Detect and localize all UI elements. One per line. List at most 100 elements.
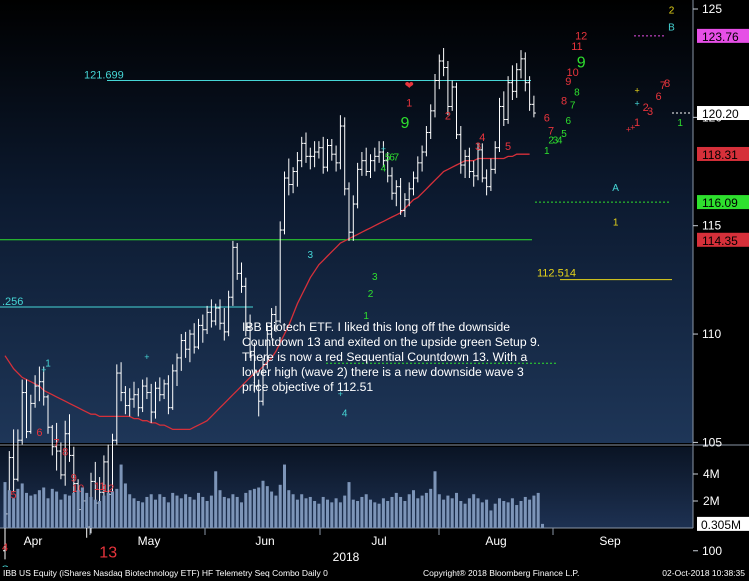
volume-bar: [334, 498, 338, 528]
volume-bar: [450, 498, 454, 528]
sequential-count-label: 2: [445, 111, 451, 123]
volume-bar: [351, 499, 355, 528]
sequential-count-label: 2: [669, 5, 675, 16]
volume-bar: [227, 498, 231, 528]
price-panel-background: [0, 0, 693, 443]
volume-bar: [184, 494, 188, 528]
volume-bar: [128, 494, 132, 528]
volume-bar: [171, 492, 175, 528]
sequential-count-label: 1: [544, 146, 550, 157]
sequential-count-label: ❤: [577, 0, 586, 3]
sequential-count-label: 3: [308, 250, 314, 261]
volume-bar: [416, 498, 420, 528]
volume-bar: [515, 505, 519, 528]
sequential-count-label: 6: [389, 153, 395, 164]
year-label: 2018: [333, 550, 360, 564]
volume-bar: [528, 499, 532, 528]
volume-bar: [459, 501, 463, 528]
sequential-count-label: 5: [561, 129, 567, 140]
month-label: Sep: [599, 534, 621, 548]
month-label: Aug: [485, 534, 506, 548]
volume-bar: [12, 498, 16, 528]
volume-bar: [46, 498, 50, 528]
volume-bar: [338, 502, 342, 528]
volume-bar: [532, 495, 536, 528]
sequential-count-label: 1: [634, 117, 640, 129]
volume-bar: [472, 494, 476, 528]
volume-bar: [158, 494, 162, 528]
volume-bar: [248, 490, 252, 528]
sequential-count-label: +: [630, 122, 635, 132]
volume-bar: [115, 488, 119, 528]
volume-bar: [16, 488, 20, 528]
price-axis-tick-label: 100: [702, 544, 722, 558]
volume-bar: [20, 483, 24, 528]
footer-bar: IBB US Equity (iShares Nasdaq Biotechnol…: [0, 567, 749, 581]
volume-bar: [166, 502, 170, 528]
volume-bar: [455, 492, 458, 528]
volume-bar: [541, 523, 544, 528]
volume-bar: [179, 498, 183, 528]
volume-axis-tick-label: 4M: [703, 467, 720, 481]
volume-bar: [257, 487, 261, 528]
sequential-count-label: 1: [406, 98, 412, 110]
price-tag-label: 120.20: [702, 107, 739, 121]
volume-bar: [145, 496, 149, 528]
volume-bar: [106, 492, 110, 528]
volume-bar: [381, 498, 385, 528]
volume-bar: [214, 471, 218, 528]
volume-bar: [7, 490, 11, 528]
price-axis-tick-label: 105: [702, 435, 722, 449]
volume-last-tag-label: 0.305M: [701, 518, 741, 532]
sequential-count-label: 3: [553, 135, 559, 146]
price-bars-layer: [3, 48, 536, 560]
sequential-count-label: +: [41, 365, 46, 375]
volume-bar: [502, 501, 506, 528]
volume-bar: [291, 494, 295, 528]
volume-bar: [154, 499, 157, 528]
volume-bar: [93, 499, 97, 528]
sequential-count-label: +: [634, 99, 639, 109]
volume-bar: [373, 502, 377, 528]
volume-bar: [72, 492, 76, 528]
sequential-count-label: 9: [565, 76, 571, 88]
sequential-count-label: 4: [2, 542, 8, 554]
volume-bar: [386, 501, 390, 528]
volume-bar: [377, 503, 381, 528]
sequential-count-label: +: [381, 144, 386, 154]
sequential-count-label: 2: [643, 102, 649, 114]
volume-axis: 4M 2M 0.305M: [693, 467, 749, 532]
volume-bar: [33, 494, 37, 528]
price-tag-box: [697, 232, 749, 247]
volume-bar: [119, 464, 123, 528]
volume-bar: [308, 496, 312, 528]
sequential-count-label: 1: [677, 118, 683, 129]
volume-bar: [442, 499, 446, 528]
volume-bar: [519, 501, 523, 528]
sequential-count-label: ❤: [405, 80, 414, 92]
volume-bar: [205, 501, 209, 528]
volume-bar: [136, 501, 140, 528]
volume-bar: [523, 496, 527, 528]
time-axis: Apr May Jun Jul Aug Sep 2018: [24, 528, 621, 564]
sequential-count-label: 8: [62, 446, 68, 458]
volume-bar: [498, 498, 501, 528]
sequential-count-label: 6: [36, 427, 42, 439]
price-tag-box: [697, 106, 749, 121]
volume-bar: [197, 492, 200, 528]
volume-bar: [317, 503, 321, 528]
sequential-count-label: B: [668, 23, 675, 34]
volume-bar: [240, 502, 243, 528]
volume-bar: [360, 496, 364, 528]
volume-bar: [111, 491, 114, 528]
sequential-count-label: 1: [613, 218, 619, 229]
level-lines: 121.699 .256 112.514: [0, 35, 690, 364]
sequential-count-label: C: [1, 564, 8, 567]
month-label: Apr: [24, 534, 43, 548]
volume-bar: [313, 501, 317, 528]
volume-bar: [50, 488, 54, 528]
volume-bar: [283, 464, 286, 528]
sequential-count-label: 13: [99, 544, 117, 561]
volume-bar: [123, 483, 127, 528]
volume-bar: [403, 501, 407, 528]
